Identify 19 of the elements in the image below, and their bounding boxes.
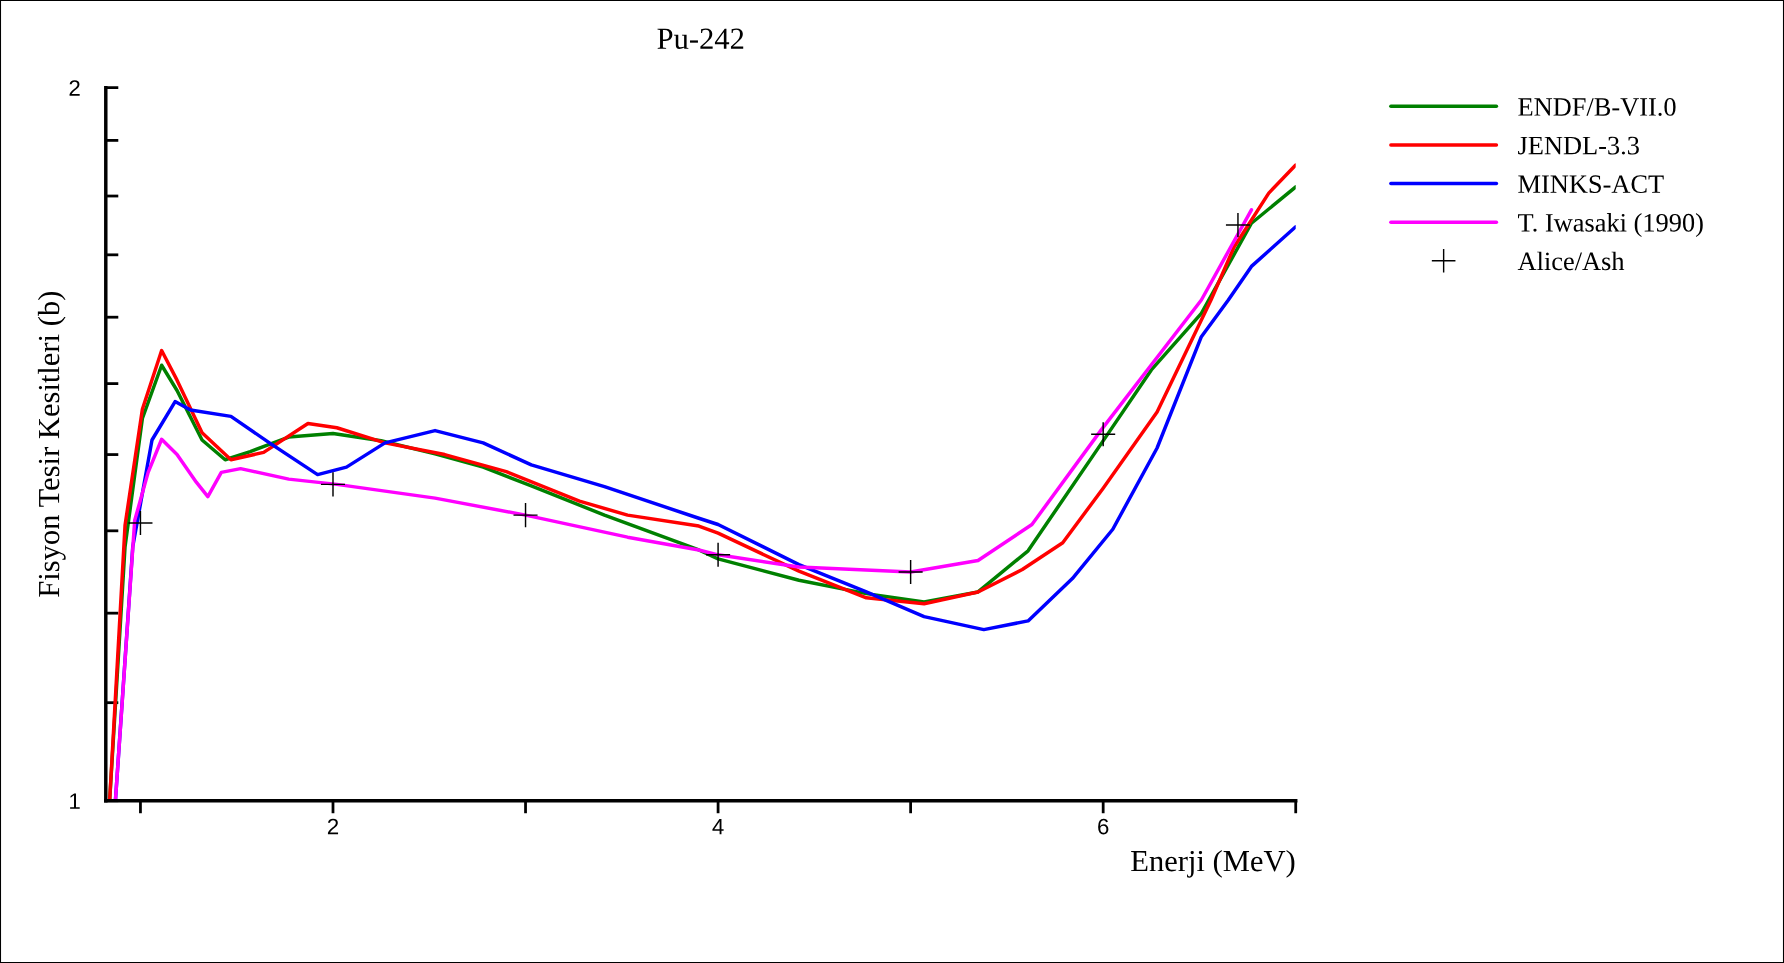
point [898, 559, 923, 585]
point [1225, 212, 1250, 238]
legend-label: MINKS-ACT [1518, 175, 1664, 194]
x-axis-title: Enerji (MeV) [1131, 849, 1295, 878]
point [513, 503, 538, 528]
y-axis-title: Fisyon Tesir Kesitleri (b) [37, 291, 66, 597]
point [706, 542, 731, 567]
point [128, 510, 153, 535]
y-tick-label: 1 [70, 793, 80, 809]
legend-label: ENDF/B-VII.0 [1518, 98, 1676, 116]
legend-label: JENDL-3.3 [1518, 136, 1639, 155]
point [1091, 422, 1116, 447]
point [320, 472, 346, 497]
x-tick-label: 4 [712, 818, 724, 835]
legend-label: Alice/Ash [1517, 251, 1625, 271]
chart-title: Pu-242 [657, 28, 744, 50]
x-tick-label: 6 [1098, 818, 1109, 835]
legend-label: T. Iwasaki (1990) [1518, 213, 1703, 238]
x-tick-label: 2 [327, 818, 339, 835]
